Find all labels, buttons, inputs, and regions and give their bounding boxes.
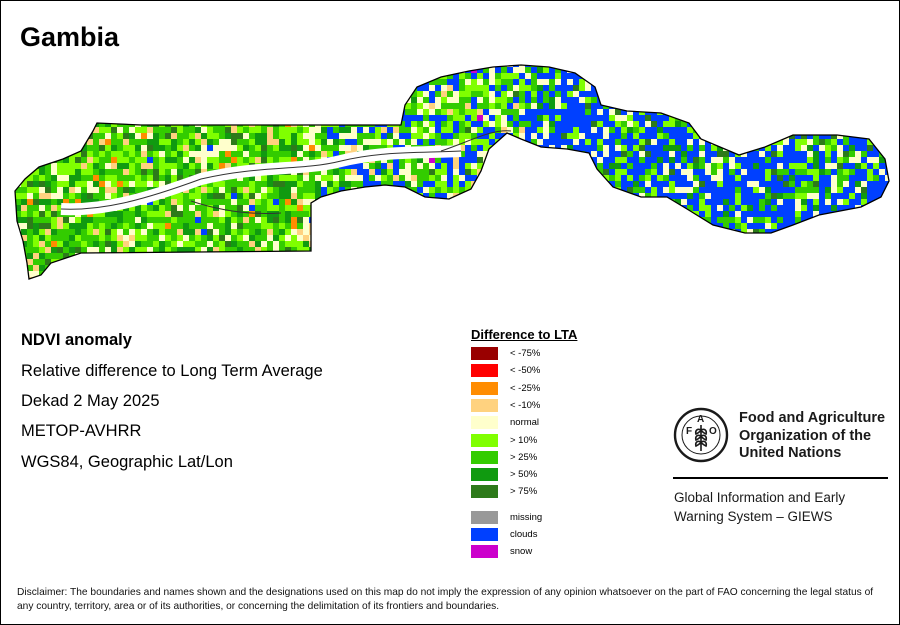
map-legend: Difference to LTA < -75% < -50% < -25% < -1… xyxy=(471,327,641,567)
fao-letter-a: A xyxy=(697,414,704,425)
ndvi-pixel-raster xyxy=(15,65,889,279)
fao-name-line-3: United Nations xyxy=(739,445,842,461)
legend-label: > 10% xyxy=(510,434,538,446)
legend-swatch xyxy=(471,450,498,464)
legend-swatch xyxy=(471,468,498,482)
legend-item-normal: normal xyxy=(471,416,631,430)
legend-item-25: > 25% xyxy=(471,450,631,464)
legend-swatch xyxy=(471,433,498,447)
legend-swatch xyxy=(471,398,498,412)
legend-label: > 50% xyxy=(510,469,538,481)
legend-swatch xyxy=(471,511,498,524)
river-bank-line xyxy=(60,150,462,210)
legend-item-missing: missing xyxy=(471,511,631,524)
info-projection: WGS84, Geographic Lat/Lon xyxy=(21,453,233,471)
fao-letter-f: F xyxy=(686,426,692,437)
ndvi-anomaly-map xyxy=(14,64,890,280)
legend-title: Difference to LTA xyxy=(471,327,578,342)
legend-item-75: < -75% xyxy=(471,347,631,360)
giews-line-2: Warning System – GIEWS xyxy=(674,508,833,524)
legend-item-10: > 10% xyxy=(471,433,631,447)
legend-swatch xyxy=(471,528,498,541)
giews-name: Global Information and Early Warning Sys… xyxy=(674,489,845,526)
fao-name-line-2: Organization of the xyxy=(739,427,872,444)
legend-item-snow: snow xyxy=(471,545,631,558)
admin-boundary xyxy=(440,130,512,152)
info-product-title: NDVI anomaly xyxy=(21,331,132,349)
legend-item-clouds: clouds xyxy=(471,528,631,541)
legend-item-50: > 50% xyxy=(471,468,631,482)
legend-swatch xyxy=(471,416,498,430)
fao-org-name: Food and Agriculture Organization of the… xyxy=(739,410,885,463)
info-description: Relative difference to Long Term Average xyxy=(21,362,323,380)
legend-item-10: < -10% xyxy=(471,398,631,412)
legend-swatch xyxy=(471,364,498,378)
legend-label: > 75% xyxy=(510,486,538,498)
fao-name-line-1: Food and Agriculture xyxy=(739,410,886,426)
legend-label: > 25% xyxy=(510,451,538,463)
legend-swatch xyxy=(471,545,498,558)
giews-line-1: Global Information and Early xyxy=(674,490,846,505)
map-title: Gambia xyxy=(20,22,120,52)
legend-label: normal xyxy=(510,417,540,429)
legend-label: < -75% xyxy=(510,348,541,359)
info-sensor: METOP-AVHRR xyxy=(21,422,142,440)
legend-label: < -25% xyxy=(510,382,541,394)
legend-item-50: < -50% xyxy=(471,364,631,378)
legend-label: snow xyxy=(510,546,533,557)
legend-swatch xyxy=(471,347,498,360)
legend-label: < -10% xyxy=(510,399,541,411)
disclaimer: Disclaimer: The boundaries and names sho… xyxy=(17,587,874,612)
fao-divider xyxy=(673,477,888,479)
fao-logo: F A O xyxy=(673,407,729,463)
legend-item-25: < -25% xyxy=(471,381,631,395)
info-period: Dekad 2 May 2025 xyxy=(21,392,160,410)
admin-boundary-south xyxy=(190,200,282,214)
legend-label: missing xyxy=(510,512,543,523)
legend-label: clouds xyxy=(510,529,538,540)
legend-swatch xyxy=(471,381,498,395)
legend-item-75: > 75% xyxy=(471,485,631,499)
legend-label: < -50% xyxy=(510,365,541,377)
fao-letter-o: O xyxy=(709,426,717,437)
legend-swatch xyxy=(471,485,498,499)
